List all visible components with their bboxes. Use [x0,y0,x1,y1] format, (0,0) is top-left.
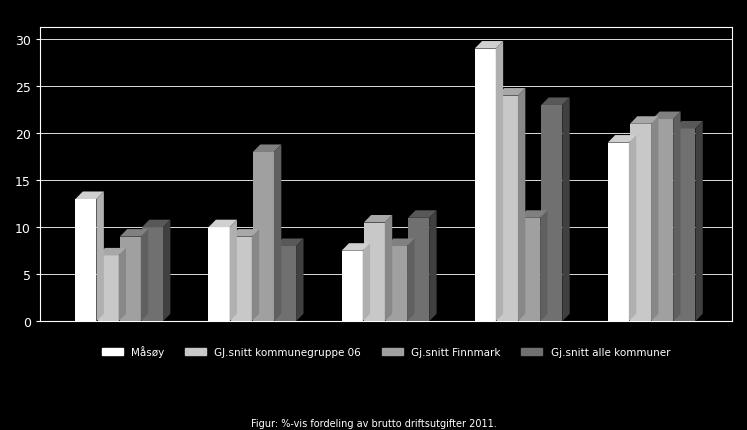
Polygon shape [542,106,562,322]
Polygon shape [341,244,370,251]
Polygon shape [540,211,548,322]
Polygon shape [229,220,237,322]
Polygon shape [629,136,636,322]
Polygon shape [98,248,126,256]
Polygon shape [497,96,518,322]
Polygon shape [630,117,658,125]
Polygon shape [518,89,525,322]
Polygon shape [385,215,392,322]
Polygon shape [141,230,148,322]
Polygon shape [163,220,170,322]
Polygon shape [386,246,407,322]
Polygon shape [630,125,651,322]
Polygon shape [296,239,303,322]
Polygon shape [562,98,570,322]
Polygon shape [496,42,503,322]
Polygon shape [98,256,119,322]
Polygon shape [231,230,259,237]
Polygon shape [364,223,385,322]
Polygon shape [252,145,282,153]
Legend: Måsøy, GJ.snitt kommunegruppe 06, Gj.snitt Finnmark, Gj.snitt alle kommuner: Måsøy, GJ.snitt kommunegruppe 06, Gj.sni… [98,341,675,362]
Polygon shape [430,211,436,322]
Polygon shape [274,145,282,322]
Polygon shape [362,244,370,322]
Polygon shape [408,218,430,322]
Polygon shape [608,143,629,322]
Polygon shape [608,136,636,143]
Polygon shape [96,192,104,322]
Polygon shape [119,248,126,322]
Polygon shape [673,112,681,322]
Polygon shape [208,227,229,322]
Polygon shape [75,192,104,200]
Polygon shape [208,220,237,227]
Text: Figur: %-vis fordeling av brutto driftsutgifter 2011.: Figur: %-vis fordeling av brutto driftsu… [251,418,496,428]
Polygon shape [652,112,681,120]
Polygon shape [474,49,496,322]
Polygon shape [341,251,362,322]
Polygon shape [675,129,695,322]
Polygon shape [120,237,141,322]
Polygon shape [275,246,296,322]
Polygon shape [651,117,658,322]
Polygon shape [695,122,703,322]
Polygon shape [408,211,436,218]
Polygon shape [142,220,170,227]
Polygon shape [497,89,525,96]
Polygon shape [142,227,163,322]
Polygon shape [542,98,570,106]
Polygon shape [252,230,259,322]
Polygon shape [474,42,503,49]
Polygon shape [75,200,96,322]
Polygon shape [386,239,415,246]
Polygon shape [231,237,252,322]
Polygon shape [675,122,703,129]
Polygon shape [519,218,540,322]
Polygon shape [407,239,415,322]
Polygon shape [252,153,274,322]
Polygon shape [364,215,392,223]
Polygon shape [652,120,673,322]
Polygon shape [120,230,148,237]
Polygon shape [519,211,548,218]
Polygon shape [275,239,303,246]
